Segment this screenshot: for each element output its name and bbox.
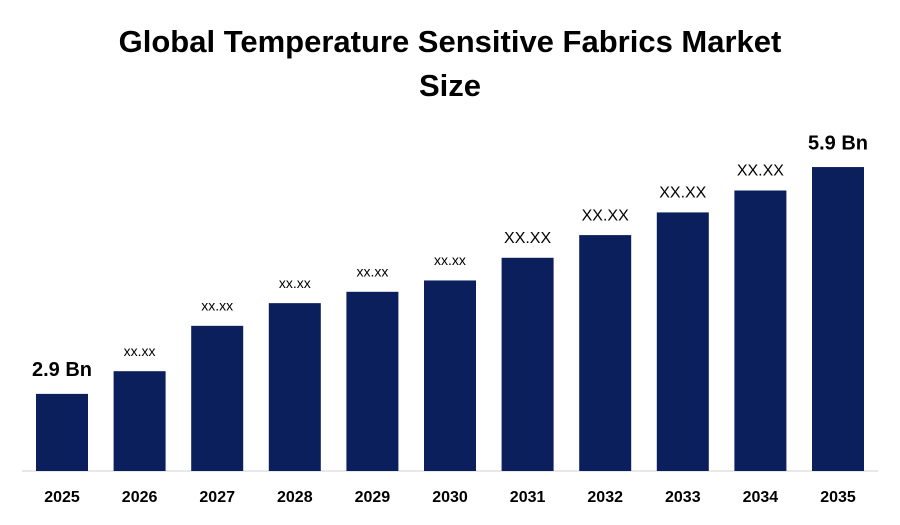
bar <box>36 393 88 471</box>
value-label: 2.9 Bn <box>32 359 92 381</box>
bar <box>191 325 244 471</box>
bar <box>346 291 399 471</box>
value-label: XX.XX <box>504 230 551 247</box>
bar <box>812 167 864 472</box>
value-label: XX.XX <box>659 185 706 202</box>
value-label: 5.9 Bn <box>808 132 868 154</box>
x-tick-label: 2035 <box>820 489 856 506</box>
x-tick-label: 2028 <box>277 489 313 506</box>
bar <box>656 212 709 472</box>
value-label: xx.xx <box>356 264 388 280</box>
x-tick-label: 2031 <box>510 489 546 506</box>
x-tick-label: 2034 <box>743 489 779 506</box>
bar <box>268 303 321 471</box>
x-tick-label: 2026 <box>122 489 158 506</box>
bar <box>113 371 166 471</box>
value-label: XX.XX <box>582 207 629 224</box>
x-tick-label: 2033 <box>665 489 701 506</box>
x-tick-label: 2032 <box>587 489 623 506</box>
x-tick-label: 2025 <box>44 489 80 506</box>
bar <box>501 257 554 471</box>
value-label: xx.xx <box>434 252 466 268</box>
value-label: xx.xx <box>201 298 233 314</box>
bar <box>734 190 787 472</box>
bar <box>424 280 476 471</box>
value-label: XX.XX <box>737 163 784 180</box>
bar <box>579 235 632 471</box>
x-tick-label: 2027 <box>199 489 235 506</box>
chart-title: Global Temperature Sensitive Fabrics Mar… <box>118 24 782 103</box>
value-label: xx.xx <box>124 343 156 359</box>
value-label: xx.xx <box>279 275 311 291</box>
x-tick-label: 2030 <box>432 489 468 506</box>
x-tick-label: 2029 <box>355 489 391 506</box>
